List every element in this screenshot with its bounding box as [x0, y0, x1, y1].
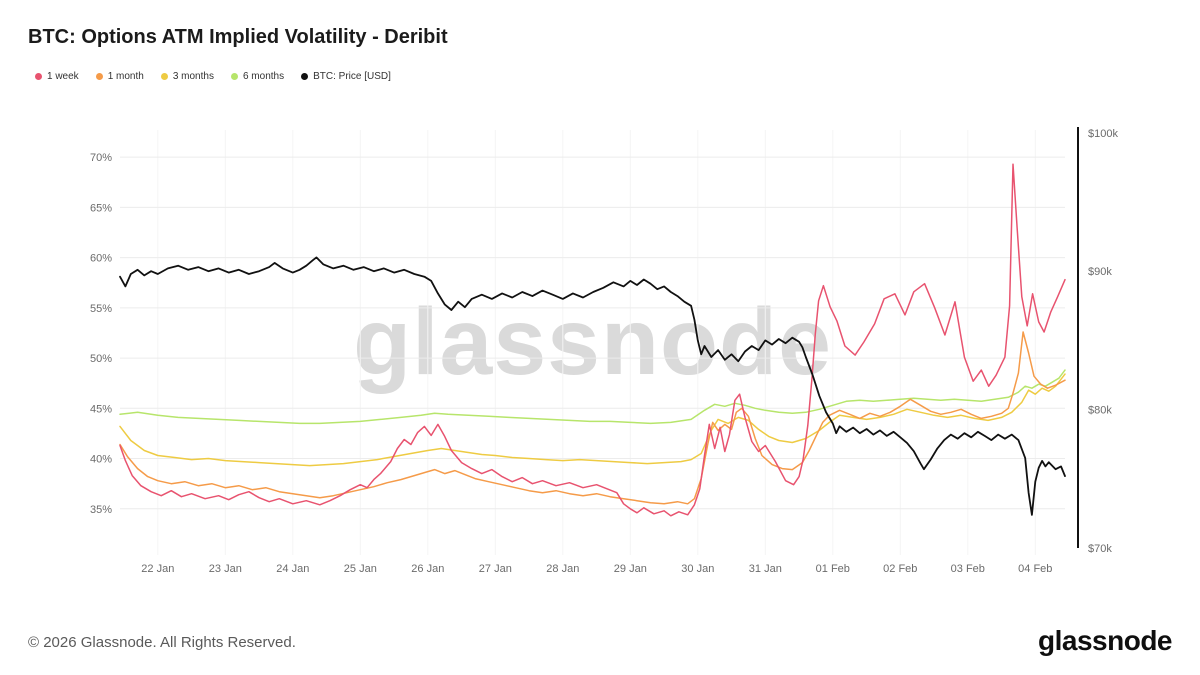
- left-axis-tick-label: 45%: [90, 403, 112, 415]
- x-axis-tick-label: 30 Jan: [681, 563, 714, 575]
- right-axis-tick-label: $80k: [1088, 405, 1112, 417]
- series-line-1-week: [119, 163, 1066, 517]
- legend-marker-icon: [230, 73, 238, 80]
- legend-label: 6 months: [242, 71, 285, 82]
- legend-item-1-week[interactable]: 1 week: [35, 71, 79, 82]
- left-axis-tick-label: 60%: [90, 253, 112, 265]
- left-axis-tick-label: 55%: [90, 303, 112, 315]
- left-axis-tick-label: 50%: [90, 353, 112, 365]
- x-axis-tick-label: 25 Jan: [344, 563, 377, 575]
- x-axis-tick-label: 26 Jan: [411, 563, 444, 575]
- legend-marker-icon: [301, 73, 309, 80]
- right-axis-tick-label: $70k: [1088, 543, 1112, 555]
- right-axis-tick-label: $100k: [1088, 128, 1118, 140]
- x-axis-tick-label: 24 Jan: [276, 563, 309, 575]
- series-line-btc-price-usd: [119, 256, 1066, 516]
- series-line-6-months: [119, 369, 1066, 425]
- x-axis-tick-label: 22 Jan: [141, 563, 174, 575]
- x-axis-tick-label: 02 Feb: [883, 563, 917, 575]
- legend-marker-icon: [95, 73, 103, 80]
- x-axis-tick-label: 31 Jan: [749, 563, 782, 575]
- legend-label: BTC: Price [USD]: [313, 71, 391, 82]
- legend: 1 week 1 month 3 months 6 months BTC: Price …: [35, 71, 391, 82]
- legend-item-6-months[interactable]: 6 months: [230, 71, 285, 82]
- legend-label: 1 week: [47, 71, 79, 82]
- right-axis-tick-label: $90k: [1088, 266, 1112, 278]
- legend-label: 1 month: [107, 71, 144, 82]
- page-title: BTC: Options ATM Implied Volatility - De…: [28, 26, 448, 48]
- series-line-3-months: [119, 373, 1066, 467]
- x-axis-tick-label: 27 Jan: [479, 563, 512, 575]
- legend-marker-icon: [160, 73, 168, 80]
- copyright-text: © 2026 Glassnode. All Rights Reserved.: [28, 634, 296, 651]
- left-axis-tick-label: 35%: [90, 504, 112, 516]
- x-axis-tick-label: 01 Feb: [816, 563, 850, 575]
- left-axis-tick-label: 70%: [90, 152, 112, 164]
- legend-label: 3 months: [172, 71, 214, 82]
- x-axis-tick-label: 04 Feb: [1018, 563, 1052, 575]
- x-axis-tick-label: 28 Jan: [546, 563, 579, 575]
- legend-marker-icon: [35, 73, 42, 80]
- x-axis-tick-label: 29 Jan: [614, 563, 647, 575]
- legend-item-btc-price-usd[interactable]: BTC: Price [USD]: [301, 71, 391, 82]
- left-axis-tick-label: 65%: [90, 202, 112, 214]
- glassnode-logo: glassnode: [1038, 625, 1172, 656]
- x-axis-tick-label: 23 Jan: [209, 563, 242, 575]
- series-line-1-month: [119, 331, 1066, 505]
- left-axis-tick-label: 40%: [90, 454, 112, 466]
- legend-item-3-months[interactable]: 3 months: [160, 71, 214, 82]
- x-axis-tick-label: 03 Feb: [951, 563, 985, 575]
- watermark: glassnode: [353, 289, 832, 395]
- legend-item-1-month[interactable]: 1 month: [95, 71, 144, 82]
